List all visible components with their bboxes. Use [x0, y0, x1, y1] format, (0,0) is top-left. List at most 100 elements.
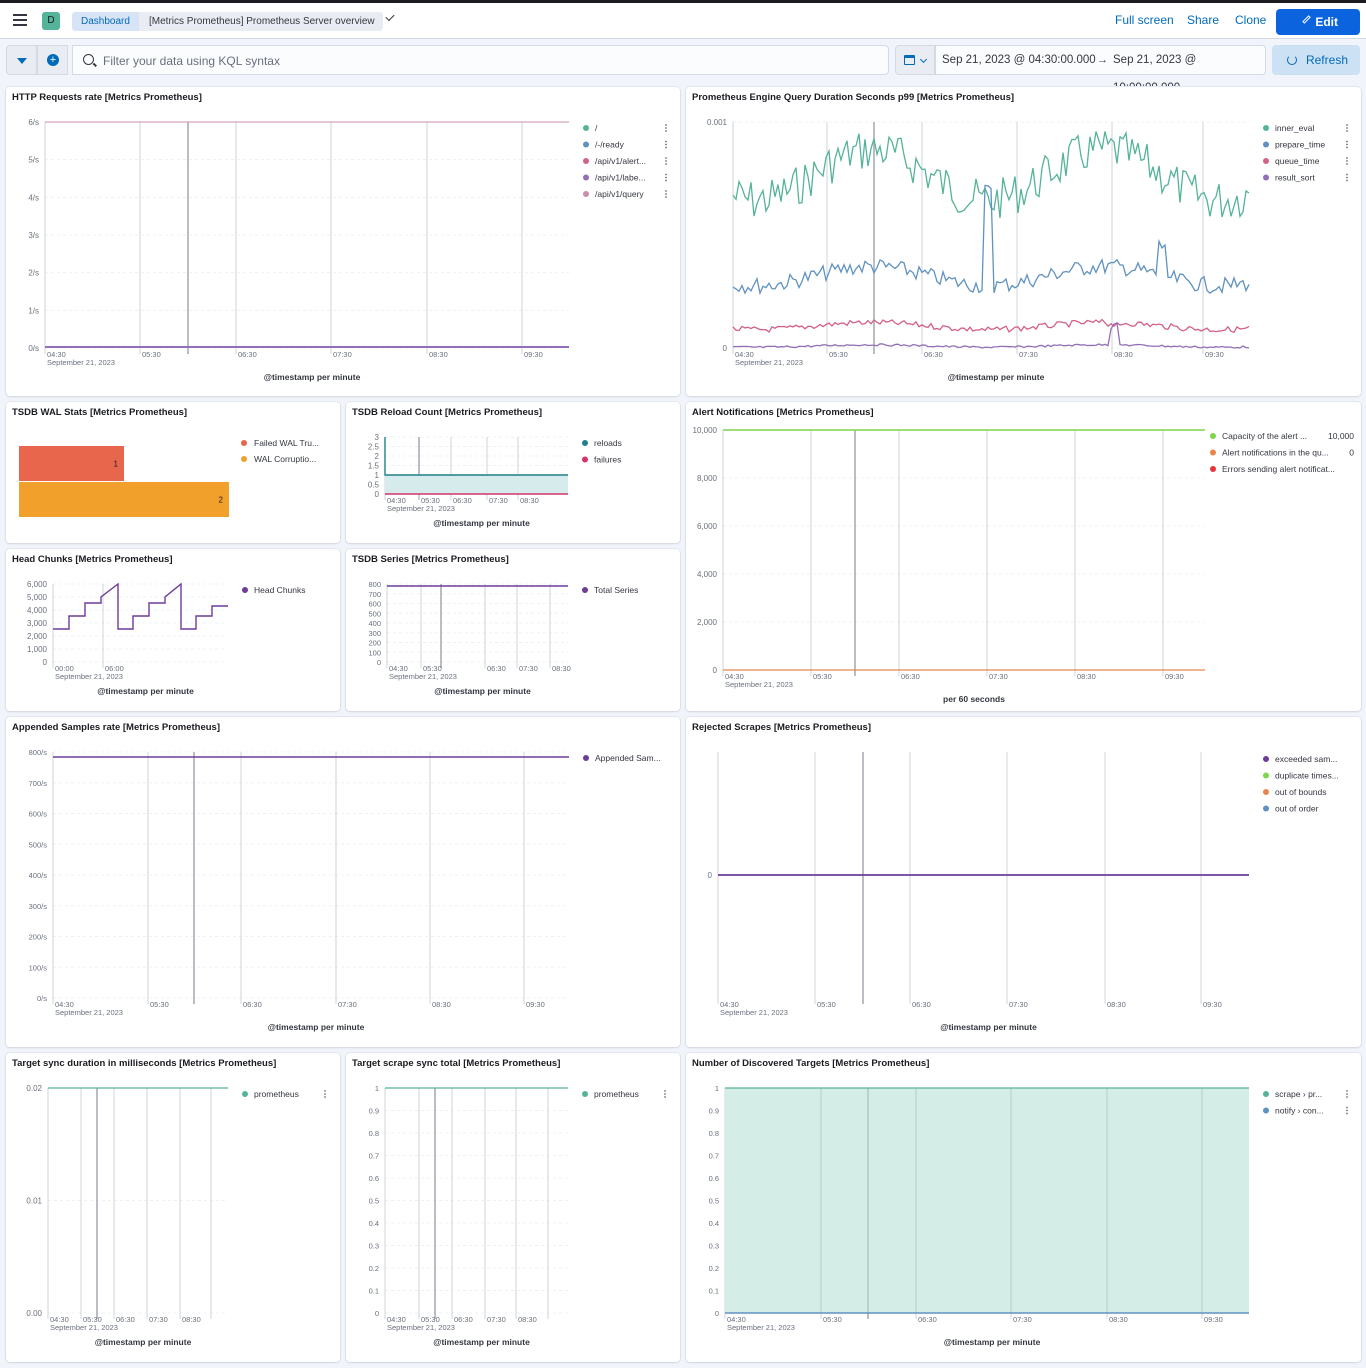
y-tick-label: 0.6 [709, 1174, 719, 1183]
legend-dot [1263, 158, 1269, 164]
x-tick-label: 00:00 [55, 664, 74, 673]
legend-dot [1263, 174, 1269, 181]
x-tick-label: 08:30 [520, 496, 539, 505]
legend-label: /api/v1/labe... [595, 173, 646, 183]
x-tick-label: 05:30 [150, 1000, 169, 1009]
kebab-icon [665, 124, 667, 126]
legend-label: Appended Sam... [595, 753, 661, 763]
chart-engine[interactable]: 0.001 0 04:30 05:30 06:30 07:30 08:30 09:30 Sept… [686, 87, 1361, 396]
quick-date-menu-button[interactable] [895, 45, 935, 75]
x-axis-date: September 21, 2023 [47, 358, 115, 367]
chart-http[interactable]: 6/s 5/s 4/s 3/s 2/s 1/s 0/s 04:30 05:30 06:30 07:3… [6, 87, 680, 396]
date-range-picker: Sep 21, 2023 @ 04:30:00.000 → Sep 21, 20… [935, 45, 1266, 94]
kebab-icon [1346, 157, 1348, 159]
x-tick-label: 08:30 [182, 1315, 201, 1324]
y-tick-label: 0.2 [709, 1264, 719, 1273]
kebab-icon [1346, 140, 1348, 143]
edit-label: Edit [1315, 15, 1338, 29]
legend-label: WAL Corruptio... [254, 454, 316, 464]
legend-label: prepare_time [1275, 140, 1325, 150]
add-filter-button[interactable]: + [37, 45, 68, 75]
filter-menu-button[interactable] [6, 45, 37, 75]
panel-title: Target scrape sync total [Metrics Promet… [352, 1058, 561, 1069]
chart-wal[interactable]: 1 Failed WAL Tru... 2 WAL Corruptio... [6, 402, 340, 543]
y-tick-label: 200/s [29, 933, 48, 942]
full-screen-link[interactable]: Full screen [1115, 13, 1174, 27]
x-axis-date: September 21, 2023 [720, 1008, 788, 1017]
legend-dot [242, 587, 248, 593]
y-tick-label: 800/s [29, 748, 48, 757]
y-tick-label: 0 [377, 658, 381, 667]
check-icon[interactable] [385, 11, 395, 22]
kebab-icon [664, 1090, 666, 1092]
x-axis-title: @timestamp per minute [268, 1022, 365, 1032]
breadcrumb-dashboard[interactable]: Dashboard [72, 12, 148, 31]
chart-syncdur[interactable]: 0.02 0.01 0.00 04:30 05:30 06:30 07:30 08:30 Sep… [6, 1053, 340, 1362]
y-tick-label: 600 [368, 600, 381, 609]
legend-dot [583, 755, 589, 761]
space-avatar[interactable]: D [42, 12, 60, 30]
y-tick-label: 3,000 [27, 619, 48, 628]
x-tick-label: 05:30 [823, 1315, 842, 1324]
kebab-icon [1346, 124, 1348, 126]
y-tick-label: 0.7 [369, 1152, 379, 1161]
chart-chunks[interactable]: 6,000 5,000 4,000 3,000 2,000 1,000 0 00:00 06:0… [6, 549, 340, 711]
legend-dot [1210, 466, 1216, 472]
chart-reload[interactable]: 32.521.510.50 04:30 05:30 06:30 07:30 08:30 Se… [346, 402, 680, 543]
kql-search-input[interactable] [103, 52, 863, 70]
y-tick-label: 0.5 [369, 1197, 379, 1206]
x-tick-label: 09:30 [524, 350, 543, 359]
y-tick-label: 2,000 [27, 632, 48, 641]
kebab-icon [1346, 1106, 1348, 1109]
x-tick-label: 04:30 [55, 1000, 74, 1009]
top-accent-line [0, 0, 1366, 3]
y-tick-label: 4/s [28, 193, 39, 202]
x-tick-label: 08:30 [1114, 350, 1133, 359]
chart-appended[interactable]: 800/s 700/s 600/s 500/s 400/s 300/s 200/s 100/s… [6, 717, 680, 1047]
kebab-icon [665, 193, 667, 195]
chart-synctotal[interactable]: 1 0.9 0.8 0.7 0.6 0.5 0.4 0.3 0.2 0.1 0 04:30 05:30 0… [346, 1053, 680, 1362]
legend-label: prometheus [594, 1089, 639, 1099]
bar-1 [19, 482, 229, 517]
y-tick-label: 2.5 [368, 443, 380, 452]
y-tick-label: 2,000 [697, 618, 718, 627]
x-tick-label: 07:30 [338, 1000, 357, 1009]
y-tick-label: 4,000 [697, 570, 718, 579]
y-tick-label: 6/s [28, 118, 39, 127]
y-tick-label: 0.9 [369, 1107, 379, 1116]
panel-engine: Prometheus Engine Query Duration Seconds… [686, 87, 1361, 396]
chart-rejected[interactable]: 0 04:30 05:30 06:30 07:30 08:30 09:30 September… [686, 717, 1361, 1047]
search-icon [83, 54, 94, 65]
hamburger-menu-icon[interactable] [13, 14, 27, 26]
chart-targets[interactable]: 1 0.9 0.8 0.7 0.6 0.5 0.4 0.3 0.2 0.1 0 04:30 05:30 0… [686, 1053, 1361, 1362]
plus-icon: + [47, 54, 59, 66]
share-link[interactable]: Share [1187, 13, 1220, 27]
kebab-icon [665, 163, 667, 165]
x-tick-label: 07:30 [989, 672, 1008, 681]
legend-label: exceeded sam... [1275, 754, 1337, 764]
y-tick-label: 2 [375, 452, 380, 461]
refresh-button[interactable]: Refresh [1272, 45, 1360, 75]
kebab-icon [665, 173, 667, 176]
chart-alerts[interactable]: 10,000 8,000 6,000 4,000 2,000 0 04:30 05:30 06:… [686, 402, 1361, 711]
edit-button[interactable]: Edit [1276, 9, 1360, 35]
clone-link[interactable]: Clone [1235, 13, 1267, 27]
series-line [384, 437, 568, 476]
y-tick-label: 200 [368, 639, 381, 648]
x-tick-label: 08:30 [552, 664, 571, 673]
x-axis-title: @timestamp per minute [264, 372, 361, 382]
x-tick-label: 06:30 [116, 1315, 135, 1324]
legend-dot [241, 440, 247, 446]
y-tick-label: 0.001 [707, 118, 728, 127]
x-axis-date: September 21, 2023 [387, 504, 455, 513]
panel-series: TSDB Series [Metrics Prometheus] 800 700 60… [346, 549, 680, 711]
y-tick-label: 0.8 [369, 1129, 379, 1138]
x-tick-label: 08:30 [432, 1000, 451, 1009]
panel-title: TSDB Reload Count [Metrics Prometheus] [352, 407, 543, 418]
y-tick-label: 10,000 [693, 426, 718, 435]
kebab-icon [1346, 127, 1348, 129]
start-date[interactable]: Sep 21, 2023 @ 04:30:00.000 [942, 54, 1096, 66]
legend-label: duplicate times... [1275, 771, 1339, 781]
panel-appended: Appended Samples rate [Metrics Prometheu… [6, 717, 680, 1047]
